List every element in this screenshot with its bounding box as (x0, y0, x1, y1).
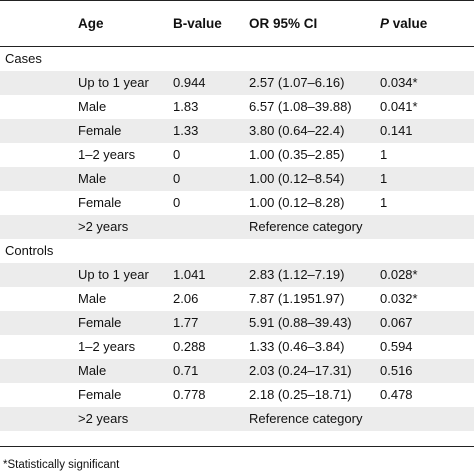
or-cell: 1.00 (0.35–2.85) (249, 147, 345, 162)
table-row: Female 0 1.00 (0.12–8.28) 1 (0, 191, 474, 215)
table-row: Up to 1 year 0.944 2.57 (1.07–6.16) 0.03… (0, 71, 474, 95)
pvalue-cell: 1 (380, 147, 388, 162)
pvalue-cell: 0.516 (380, 363, 413, 378)
bvalue-cell: 0.778 (173, 387, 206, 402)
age-cell: Female (78, 195, 122, 210)
header-p-letter: P (380, 16, 390, 31)
or-cell: 2.03 (0.24–17.31) (249, 363, 352, 378)
pvalue-cell: 0.478 (380, 387, 413, 402)
top-rule (0, 0, 474, 1)
section-row-cases: Cases (0, 47, 474, 71)
section-label: Cases (5, 51, 42, 66)
header-p-rest: value (389, 16, 428, 31)
or-cell: 1.00 (0.12–8.54) (249, 171, 345, 186)
pvalue-cell: 1 (380, 171, 388, 186)
table-row: >2 years Reference category (0, 215, 474, 239)
age-cell: Up to 1 year (78, 267, 149, 282)
or-cell: 3.80 (0.64–22.4) (249, 123, 345, 138)
pvalue-cell: 0.034* (380, 75, 418, 90)
age-cell: Male (78, 99, 107, 114)
bvalue-cell: 0 (173, 171, 181, 186)
footnote: *Statistically significant (3, 459, 120, 471)
or-cell: 2.18 (0.25–18.71) (249, 387, 352, 402)
age-cell: Male (78, 363, 107, 378)
table-row: 1–2 years 0 1.00 (0.35–2.85) 1 (0, 143, 474, 167)
or-cell: 1.33 (0.46–3.84) (249, 339, 345, 354)
bvalue-cell: 0 (173, 195, 181, 210)
header-rule (0, 46, 474, 47)
header-pvalue: P value (380, 12, 427, 36)
section-row-controls: Controls (0, 239, 474, 263)
table-row: 1–2 years 0.288 1.33 (0.46–3.84) 0.594 (0, 335, 474, 359)
pvalue-cell: 0.032* (380, 291, 418, 306)
age-cell: >2 years (78, 411, 129, 426)
or-cell: Reference category (249, 411, 363, 426)
header-bvalue: B-value (173, 16, 222, 31)
age-cell: Female (78, 123, 122, 138)
pvalue-cell: 0.041* (380, 99, 418, 114)
bvalue-cell: 0.71 (173, 363, 199, 378)
or-cell: Reference category (249, 219, 363, 234)
bvalue-cell: 0.288 (173, 339, 206, 354)
pvalue-cell: 1 (380, 195, 388, 210)
bvalue-cell: 1.83 (173, 99, 199, 114)
or-cell: 2.57 (1.07–6.16) (249, 75, 345, 90)
age-cell: Female (78, 315, 122, 330)
bvalue-cell: 1.33 (173, 123, 199, 138)
pvalue-cell: 0.067 (380, 315, 413, 330)
bvalue-cell: 1.77 (173, 315, 199, 330)
header-or: OR 95% CI (249, 16, 318, 31)
table-row: Male 0 1.00 (0.12–8.54) 1 (0, 167, 474, 191)
header-row: Age B-value OR 95% CI P value (0, 12, 474, 36)
or-cell: 6.57 (1.08–39.88) (249, 99, 352, 114)
age-cell: 1–2 years (78, 147, 136, 162)
section-label: Controls (5, 243, 54, 258)
or-cell: 2.83 (1.12–7.19) (249, 267, 345, 282)
bvalue-cell: 0.944 (173, 75, 206, 90)
or-cell: 7.87 (1.1951.97) (249, 291, 345, 306)
or-cell: 5.91 (0.88–39.43) (249, 315, 352, 330)
table-row: Male 1.83 6.57 (1.08–39.88) 0.041* (0, 95, 474, 119)
or-cell: 1.00 (0.12–8.28) (249, 195, 345, 210)
pvalue-cell: 0.141 (380, 123, 413, 138)
age-cell: 1–2 years (78, 339, 136, 354)
table-row: Female 1.77 5.91 (0.88–39.43) 0.067 (0, 311, 474, 335)
age-cell: Up to 1 year (78, 75, 149, 90)
table-row: Female 0.778 2.18 (0.25–18.71) 0.478 (0, 383, 474, 407)
age-cell: Male (78, 171, 107, 186)
table-row: Male 2.06 7.87 (1.1951.97) 0.032* (0, 287, 474, 311)
pvalue-cell: 0.028* (380, 267, 418, 282)
age-cell: Male (78, 291, 107, 306)
table-row: >2 years Reference category (0, 407, 474, 431)
bvalue-cell: 1.041 (173, 267, 206, 282)
table-row: Male 0.71 2.03 (0.24–17.31) 0.516 (0, 359, 474, 383)
bvalue-cell: 2.06 (173, 291, 199, 306)
bvalue-cell: 0 (173, 147, 181, 162)
pvalue-cell: 0.594 (380, 339, 413, 354)
age-cell: >2 years (78, 219, 129, 234)
table-row: Up to 1 year 1.041 2.83 (1.12–7.19) 0.02… (0, 263, 474, 287)
age-cell: Female (78, 387, 122, 402)
bottom-rule (0, 446, 474, 447)
header-age: Age (78, 16, 104, 31)
table-row: Female 1.33 3.80 (0.64–22.4) 0.141 (0, 119, 474, 143)
